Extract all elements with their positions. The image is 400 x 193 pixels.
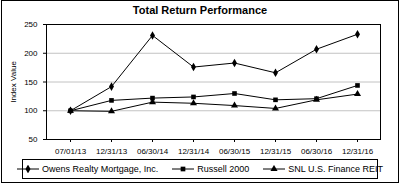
html-text:Owens Realty Mortgage, Inc.: Owens Realty Mortgage, Inc. — [42, 164, 159, 174]
html-text:SNL U.S. Finance REIT: SNL U.S. Finance REIT — [288, 164, 383, 174]
svg-text:06/30/16: 06/30/16 — [301, 147, 333, 156]
svg-text:50: 50 — [29, 135, 38, 144]
svg-text:06/30/15: 06/30/15 — [219, 147, 251, 156]
svg-text:07/01/13: 07/01/13 — [55, 147, 87, 156]
svg-text:250: 250 — [24, 20, 38, 29]
svg-text:150: 150 — [24, 78, 38, 87]
html-text:Russell 2000: Russell 2000 — [197, 164, 250, 174]
svg-text:12/31/16: 12/31/16 — [342, 147, 374, 156]
svg-text:12/31/13: 12/31/13 — [96, 147, 128, 156]
svg-text:Index Value: Index Value — [9, 61, 18, 103]
svg-text:12/31/14: 12/31/14 — [178, 147, 210, 156]
html-text:Total Return Performance: Total Return Performance — [132, 4, 268, 16]
svg-text:12/31/15: 12/31/15 — [260, 147, 292, 156]
svg-text:100: 100 — [24, 106, 38, 115]
svg-text:06/30/14: 06/30/14 — [137, 147, 169, 156]
svg-text:200: 200 — [24, 49, 38, 58]
